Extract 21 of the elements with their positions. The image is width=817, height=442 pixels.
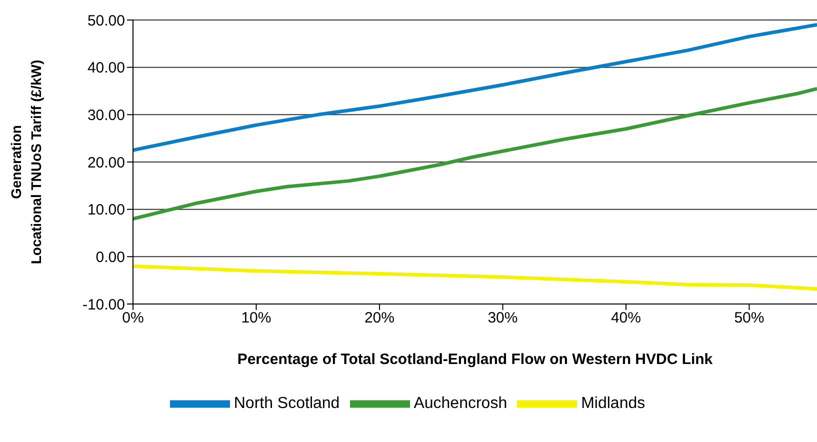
x-tick-label: 50%	[734, 310, 764, 327]
legend-label: Auchencrosh	[414, 395, 508, 412]
line-series	[133, 86, 817, 221]
legend-label: North Scotland	[234, 395, 340, 412]
y-tick-label: 0.00	[96, 248, 125, 266]
y-axis-title: Generation Locational TNUoS Tariff (£/kW)	[8, 60, 44, 264]
y-tick-label: 30.00	[87, 106, 125, 124]
y-tick-label: 20.00	[87, 154, 125, 172]
y-tick-label: -10.00	[82, 296, 125, 314]
x-tick-label: 30%	[488, 310, 518, 327]
x-tick-label: 20%	[364, 310, 394, 327]
x-tick-label: 0%	[122, 310, 144, 327]
line-series	[133, 22, 817, 152]
legend-label: Midlands	[581, 395, 646, 412]
x-axis-title: Percentage of Total Scotland-England Flow on Western HVDC Link	[237, 351, 714, 368]
x-tick-label: 10%	[241, 310, 272, 327]
y-tick-label: 50.00	[87, 12, 125, 30]
line-series	[133, 264, 817, 291]
x-tick-label: 40%	[610, 310, 641, 327]
y-tick-label: 10.00	[87, 202, 125, 219]
y-tick-label: 40.00	[87, 60, 125, 77]
